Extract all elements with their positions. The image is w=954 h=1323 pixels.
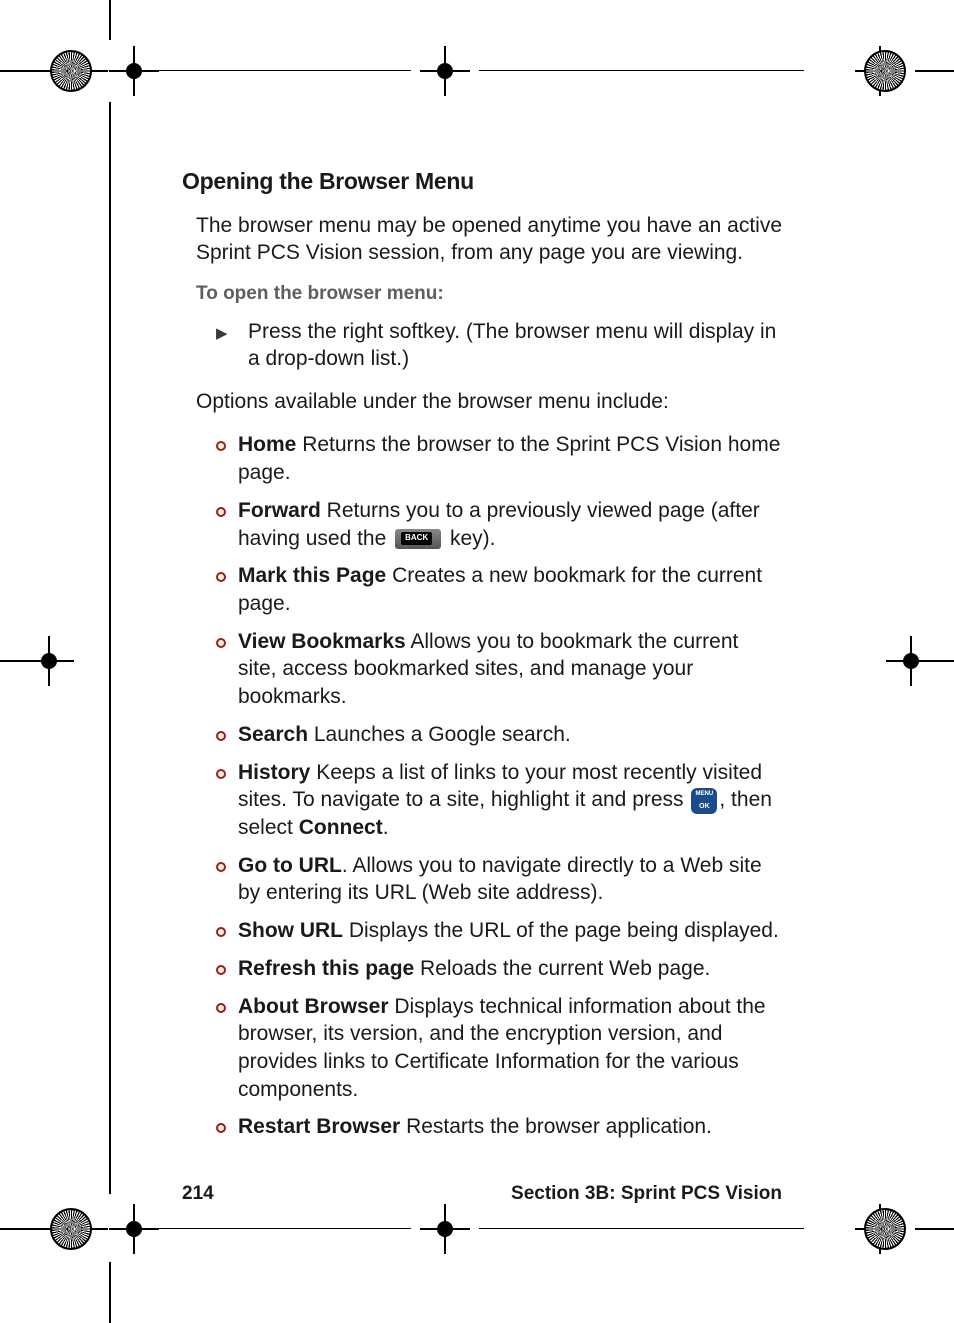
option-text: About Browser Displays technical informa…: [238, 993, 782, 1104]
option-item: Show URL Displays the URL of the page be…: [216, 917, 782, 945]
option-term: Mark this Page: [238, 564, 386, 587]
option-text: Restart Browser Restarts the browser app…: [238, 1113, 712, 1141]
bullet-icon: [216, 917, 238, 945]
option-item: Restart Browser Restarts the browser app…: [216, 1113, 782, 1141]
registration-cross-icon: [420, 46, 470, 96]
option-term: Go to URL: [238, 854, 342, 877]
option-item: History Keeps a list of links to your mo…: [216, 759, 782, 842]
registration-cross-icon: [109, 1204, 159, 1254]
option-text: Go to URL. Allows you to navigate direct…: [238, 852, 782, 907]
registration-burst-icon: [50, 50, 92, 92]
step-item: ▶ Press the right softkey. (The browser …: [216, 319, 782, 373]
registration-burst-icon: [864, 1208, 906, 1250]
intro-paragraph: The browser menu may be opened anytime y…: [196, 213, 782, 267]
option-item: View Bookmarks Allows you to bookmark th…: [216, 628, 782, 711]
arrow-bullet-icon: ▶: [216, 319, 248, 373]
option-item: Forward Returns you to a previously view…: [216, 497, 782, 552]
menu-ok-key-icon: [691, 788, 717, 814]
bullet-icon: [216, 759, 238, 842]
option-term: View Bookmarks: [238, 630, 406, 653]
manual-page: Opening the Browser Menu The browser men…: [0, 0, 954, 1323]
registration-burst-icon: [50, 1208, 92, 1250]
page-content: Opening the Browser Menu The browser men…: [182, 168, 782, 1151]
registration-row-bottom: [0, 1198, 954, 1258]
back-key-icon: [395, 529, 441, 549]
registration-row-top: [0, 40, 954, 100]
registration-cross-icon: [109, 46, 159, 96]
option-text: History Keeps a list of links to your mo…: [238, 759, 782, 842]
option-item: Mark this Page Creates a new bookmark fo…: [216, 562, 782, 617]
bullet-icon: [216, 431, 238, 486]
section-subheading: To open the browser menu:: [196, 283, 782, 305]
bullet-icon: [216, 628, 238, 711]
option-text: View Bookmarks Allows you to bookmark th…: [238, 628, 782, 711]
registration-cross-icon: [24, 636, 74, 686]
option-text: Search Launches a Google search.: [238, 721, 571, 749]
option-text: Mark this Page Creates a new bookmark fo…: [238, 562, 782, 617]
option-text: Refresh this page Reloads the current We…: [238, 955, 710, 983]
bullet-icon: [216, 1113, 238, 1141]
option-term: Refresh this page: [238, 957, 414, 980]
option-term: Show URL: [238, 919, 343, 942]
option-item: Go to URL. Allows you to navigate direct…: [216, 852, 782, 907]
registration-cross-icon: [420, 1204, 470, 1254]
bullet-icon: [216, 562, 238, 617]
bullet-icon: [216, 497, 238, 552]
bullet-icon: [216, 955, 238, 983]
step-text: Press the right softkey. (The browser me…: [248, 319, 782, 373]
option-item: About Browser Displays technical informa…: [216, 993, 782, 1104]
option-text: Home Returns the browser to the Sprint P…: [238, 431, 782, 486]
trim-line-vertical: [109, 0, 111, 40]
option-term-secondary: Connect: [299, 816, 383, 839]
bullet-icon: [216, 721, 238, 749]
trim-line-vertical: [109, 1262, 111, 1323]
page-heading: Opening the Browser Menu: [182, 168, 782, 195]
option-text: Show URL Displays the URL of the page be…: [238, 917, 779, 945]
option-term: Home: [238, 433, 296, 456]
option-term: History: [238, 761, 310, 784]
option-item: Search Launches a Google search.: [216, 721, 782, 749]
option-term: About Browser: [238, 995, 389, 1018]
option-term: Restart Browser: [238, 1115, 400, 1138]
option-term: Search: [238, 723, 308, 746]
option-item: Home Returns the browser to the Sprint P…: [216, 431, 782, 486]
registration-cross-icon: [886, 636, 936, 686]
bullet-icon: [216, 852, 238, 907]
option-text: Forward Returns you to a previously view…: [238, 497, 782, 552]
registration-burst-icon: [864, 50, 906, 92]
option-term: Forward: [238, 499, 321, 522]
option-item: Refresh this page Reloads the current We…: [216, 955, 782, 983]
options-lead-paragraph: Options available under the browser menu…: [196, 389, 782, 416]
bullet-icon: [216, 993, 238, 1104]
